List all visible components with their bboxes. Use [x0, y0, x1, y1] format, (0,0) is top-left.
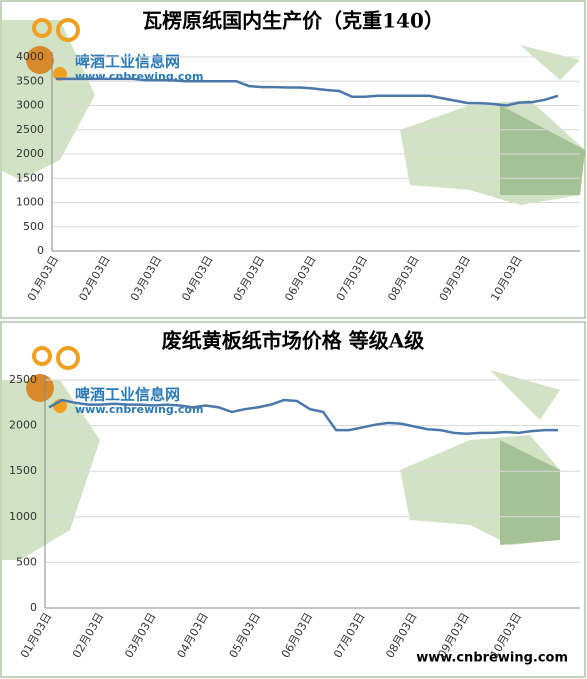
y-tick-label: 0: [37, 244, 44, 257]
y-tick-label: 0: [30, 601, 37, 614]
y-tick-label: 1500: [9, 464, 37, 477]
y-tick-label: 1000: [9, 510, 37, 523]
y-tick-label: 500: [23, 220, 44, 233]
chart-title: 废纸黄板纸市场价格 等级A级: [162, 329, 424, 353]
watermark-title: 啤酒工业信息网: [75, 386, 180, 404]
line: [48, 398, 558, 436]
watermark-url: www.cnbrewing.com: [75, 403, 203, 416]
y-tick-label: 3000: [16, 99, 44, 112]
line: [56, 77, 559, 107]
y-tick-label: 1000: [16, 196, 44, 209]
y-tick-label: 2000: [9, 419, 37, 432]
chart-title: 瓦楞原纸国内生产价（克重140）: [142, 9, 444, 33]
logo: [26, 18, 80, 413]
y-tick-label: 500: [16, 555, 37, 568]
y-tick-label: 4000: [16, 50, 44, 63]
y-tick-label: 2500: [16, 123, 44, 136]
watermark-title: 啤酒工业信息网: [75, 53, 180, 71]
y-tick-label: 1500: [16, 171, 44, 184]
footer: www.cnbrewing.com: [416, 651, 568, 666]
y-tick-label: 2000: [16, 147, 44, 160]
y-tick-label: 2500: [9, 373, 37, 386]
y-tick-label: 3500: [16, 74, 44, 87]
